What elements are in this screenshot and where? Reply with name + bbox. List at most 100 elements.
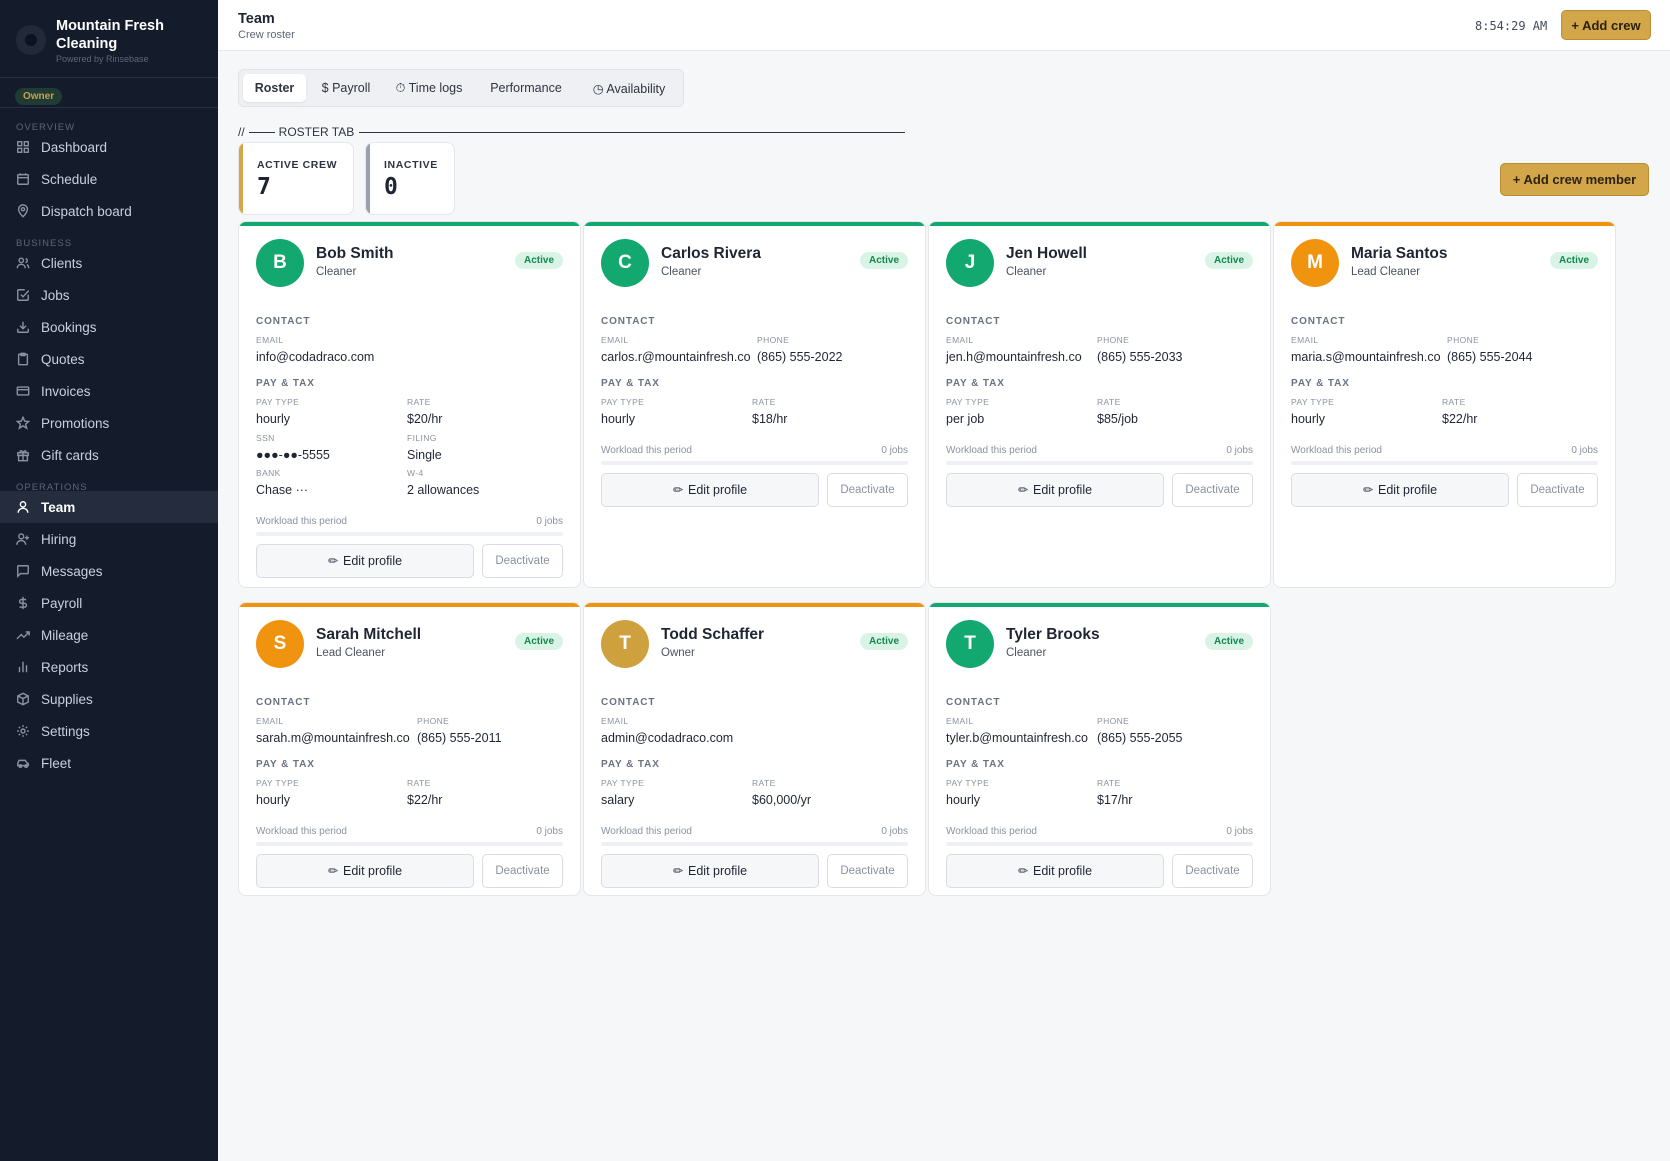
pencil-icon: ✏ [1362, 483, 1373, 497]
team-tabs: Roster $ Payroll ⏱ Time logs Performance… [238, 69, 684, 107]
crew-role: Cleaner [316, 266, 357, 278]
contact-heading: CONTACT [1291, 316, 1346, 327]
sidebar-item-jobs[interactable]: Jobs [0, 279, 218, 311]
edit-profile-label: Edit profile [688, 864, 748, 878]
workload-bar [601, 461, 908, 465]
tab-payroll[interactable]: $ Payroll [321, 81, 371, 95]
sidebar-item-quotes[interactable]: Quotes [0, 343, 218, 375]
email-value: maria.s@mountainfresh.co [1291, 350, 1441, 364]
pay-type-label: PAY TYPE [1291, 397, 1335, 407]
crew-name: Todd Schaffer [661, 626, 765, 643]
sidebar-item-settings[interactable]: Settings [0, 715, 218, 747]
crew-name: Tyler Brooks [1006, 626, 1100, 643]
sidebar-item-team[interactable]: Team [0, 491, 218, 523]
filing-value: Single [407, 448, 442, 462]
deactivate-button[interactable]: Deactivate [482, 854, 563, 888]
crew-name: Carlos Rivera [661, 245, 761, 262]
rate-value: $22/hr [407, 793, 443, 807]
sidebar-item-payroll[interactable]: Payroll [0, 587, 218, 619]
pencil-icon: ✏ [327, 864, 338, 878]
edit-profile-button[interactable]: ✏ Edit profile [1291, 473, 1509, 507]
rate-label: RATE [1097, 778, 1121, 788]
card-accent-bar [929, 603, 1270, 607]
edit-profile-button[interactable]: ✏ Edit profile [946, 854, 1164, 888]
contact-heading: CONTACT [601, 697, 656, 708]
tab-performance[interactable]: Performance [490, 81, 562, 95]
brand[interactable]: Mountain Fresh Cleaning Powered by Rinse… [0, 0, 218, 77]
phone-label: PHONE [757, 335, 790, 345]
add-crew-button[interactable]: + Add crew [1561, 10, 1651, 40]
pay-tax-heading: PAY & TAX [256, 759, 315, 770]
download-icon [16, 320, 30, 334]
sidebar-divider [0, 77, 218, 78]
email-label: EMAIL [256, 716, 284, 726]
edit-profile-button[interactable]: ✏ Edit profile [601, 854, 819, 888]
deactivate-button[interactable]: Deactivate [1517, 473, 1598, 507]
phone-label: PHONE [1097, 335, 1130, 345]
dollar-icon [16, 596, 30, 610]
stat-value: 0 [384, 174, 398, 200]
edit-profile-button[interactable]: ✏ Edit profile [256, 854, 474, 888]
bank-value: Chase ··· [256, 483, 309, 497]
rate-value: $17/hr [1097, 793, 1133, 807]
sidebar-item-label: Promotions [41, 415, 110, 431]
edit-profile-button[interactable]: ✏ Edit profile [256, 544, 474, 578]
tab-availability[interactable]: ◷ Availability [592, 81, 666, 96]
sidebar-item-schedule[interactable]: Schedule [0, 163, 218, 195]
edit-profile-button[interactable]: ✏ Edit profile [601, 473, 819, 507]
sidebar: Mountain Fresh Cleaning Powered by Rinse… [0, 0, 218, 1161]
workload-jobs: 0 jobs [1226, 445, 1253, 456]
workload-label: Workload this period [601, 445, 692, 456]
sidebar-item-bookings[interactable]: Bookings [0, 311, 218, 343]
pay-type-value: hourly [256, 793, 291, 807]
stat-active-crew: ACTIVE CREW 7 [238, 142, 354, 215]
deactivate-button[interactable]: Deactivate [827, 473, 908, 507]
sidebar-item-clients[interactable]: Clients [0, 247, 218, 279]
sidebar-item-mileage[interactable]: Mileage [0, 619, 218, 651]
pay-type-value: hourly [946, 793, 981, 807]
powered-by: Powered by Rinsebase [56, 54, 149, 64]
sidebar-item-label: Mileage [41, 627, 89, 643]
edit-profile-button[interactable]: ✏ Edit profile [946, 473, 1164, 507]
sidebar-item-invoices[interactable]: Invoices [0, 375, 218, 407]
deactivate-button[interactable]: Deactivate [827, 854, 908, 888]
card-accent-bar [239, 222, 580, 226]
bar-chart-icon [16, 660, 30, 674]
add-crew-member-button[interactable]: + Add crew member [1500, 163, 1649, 196]
sidebar-item-hiring[interactable]: Hiring [0, 523, 218, 555]
sidebar-item-label: Schedule [41, 171, 98, 187]
car-icon [16, 756, 30, 770]
tab-time-logs[interactable]: ⏱ Time logs [395, 80, 463, 95]
deactivate-button[interactable]: Deactivate [1172, 473, 1253, 507]
box-icon [16, 692, 30, 706]
crew-name: Bob Smith [316, 245, 394, 262]
status-badge: Active [1549, 252, 1598, 269]
roster-title: ROSTER TAB [278, 125, 355, 139]
tab-roster[interactable]: Roster [243, 74, 306, 102]
nav-section-label: BUSINESS [16, 238, 73, 249]
edit-profile-label: Edit profile [1378, 483, 1438, 497]
deactivate-button[interactable]: Deactivate [1172, 854, 1253, 888]
pay-type-label: PAY TYPE [256, 397, 300, 407]
sidebar-item-messages[interactable]: Messages [0, 555, 218, 587]
sidebar-item-supplies[interactable]: Supplies [0, 683, 218, 715]
crew-card: M Maria Santos Lead Cleaner Active CONTACT EM… [1273, 221, 1616, 588]
pay-type-label: PAY TYPE [601, 397, 645, 407]
deactivate-button[interactable]: Deactivate [482, 544, 563, 578]
sidebar-item-label: Team [41, 499, 76, 515]
workload-label: Workload this period [946, 445, 1037, 456]
contact-heading: CONTACT [256, 316, 311, 327]
status-badge: Active [1204, 252, 1253, 269]
sidebar-item-gift-cards[interactable]: Gift cards [0, 439, 218, 471]
sidebar-item-promotions[interactable]: Promotions [0, 407, 218, 439]
roster-prefix: // [238, 125, 245, 139]
pencil-icon: ✏ [327, 554, 338, 568]
sidebar-item-dashboard[interactable]: Dashboard [0, 131, 218, 163]
sidebar-item-dispatch-board[interactable]: Dispatch board [0, 195, 218, 227]
sidebar-item-reports[interactable]: Reports [0, 651, 218, 683]
avatar: T [946, 620, 994, 668]
sidebar-item-label: Quotes [41, 351, 85, 367]
phone-value: (865) 555-2044 [1447, 350, 1533, 364]
sidebar-item-label: Payroll [41, 595, 83, 611]
sidebar-item-fleet[interactable]: Fleet [0, 747, 218, 779]
